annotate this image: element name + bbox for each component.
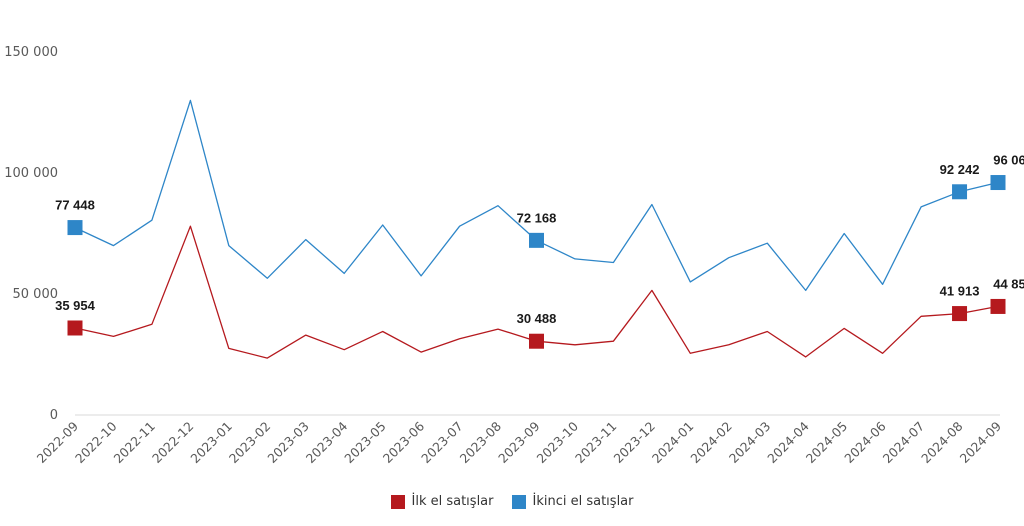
x-tick-label: 2023-04 (303, 418, 351, 466)
x-tick-label: 2024-01 (649, 419, 697, 467)
series-line-1 (74, 99, 999, 292)
series-marker (67, 320, 83, 336)
x-tick-label: 2022-11 (110, 419, 158, 467)
x-axis-ticks: 2022-092022-102022-112022-122023-012023-… (34, 418, 1005, 466)
data-label: 96 061 (993, 153, 1024, 168)
series-marker (952, 306, 968, 322)
series-marker (529, 232, 544, 248)
y-tick-label: 100 000 (4, 166, 58, 181)
x-tick-label: 2024-03 (726, 419, 774, 467)
legend-swatch-first-hand (390, 494, 405, 509)
data-label: 44 858 (993, 276, 1024, 291)
x-tick-label: 2023-09 (495, 418, 543, 466)
legend: İlk el satışlar İkinci el satışlar (0, 494, 1024, 509)
x-tick-label: 2024-09 (957, 418, 1005, 466)
x-tick-label: 2022-10 (72, 418, 120, 466)
data-labels: 35 954 30 488 41 913 44 858 77 448 72 168 92 2… (55, 153, 1024, 327)
series-marker (67, 220, 83, 236)
x-tick-label: 2022-12 (149, 419, 197, 467)
x-tick-label: 2022-09 (34, 418, 82, 466)
legend-label-second-hand: İkinci el satışlar (532, 494, 634, 509)
x-tick-label: 2024-08 (918, 418, 966, 466)
legend-swatch-second-hand (511, 494, 526, 509)
series-marker (529, 333, 544, 349)
data-label: 35 954 (55, 298, 96, 313)
y-tick-label: 50 000 (13, 287, 59, 302)
x-tick-label: 2023-11 (572, 419, 620, 467)
y-tick-label: 150 000 (4, 45, 58, 60)
data-label: 41 913 (940, 284, 980, 299)
x-tick-label: 2024-06 (841, 418, 889, 466)
legend-item-second-hand[interactable]: İkinci el satışlar (511, 494, 634, 509)
y-axis-ticks: 0 50 000 100 000 150 000 (4, 45, 58, 423)
x-tick-label: 2023-07 (418, 419, 466, 467)
x-tick-label: 2023-12 (610, 419, 658, 467)
x-tick-label: 2024-04 (764, 418, 812, 466)
x-tick-label: 2023-10 (534, 418, 582, 466)
x-tick-label: 2024-02 (687, 419, 735, 467)
y-tick-label: 0 (50, 408, 58, 423)
x-tick-label: 2023-02 (226, 419, 274, 467)
series-marker (952, 184, 968, 200)
data-label: 92 242 (940, 162, 980, 177)
data-label: 72 168 (517, 210, 557, 225)
x-tick-label: 2024-05 (803, 419, 851, 467)
series-marker (990, 298, 1006, 314)
x-tick-label: 2023-05 (341, 419, 389, 467)
legend-label-first-hand: İlk el satışlar (411, 494, 494, 509)
series-marker (990, 175, 1006, 191)
data-label: 77 448 (55, 198, 95, 213)
data-label: 30 488 (517, 311, 557, 326)
x-tick-label: 2023-01 (187, 419, 235, 467)
x-tick-label: 2024-07 (880, 419, 928, 467)
series-markers (67, 175, 1006, 349)
x-tick-label: 2023-06 (380, 418, 428, 466)
x-tick-label: 2023-08 (457, 418, 505, 466)
legend-item-first-hand[interactable]: İlk el satışlar (390, 494, 494, 509)
x-tick-label: 2023-03 (264, 419, 312, 467)
